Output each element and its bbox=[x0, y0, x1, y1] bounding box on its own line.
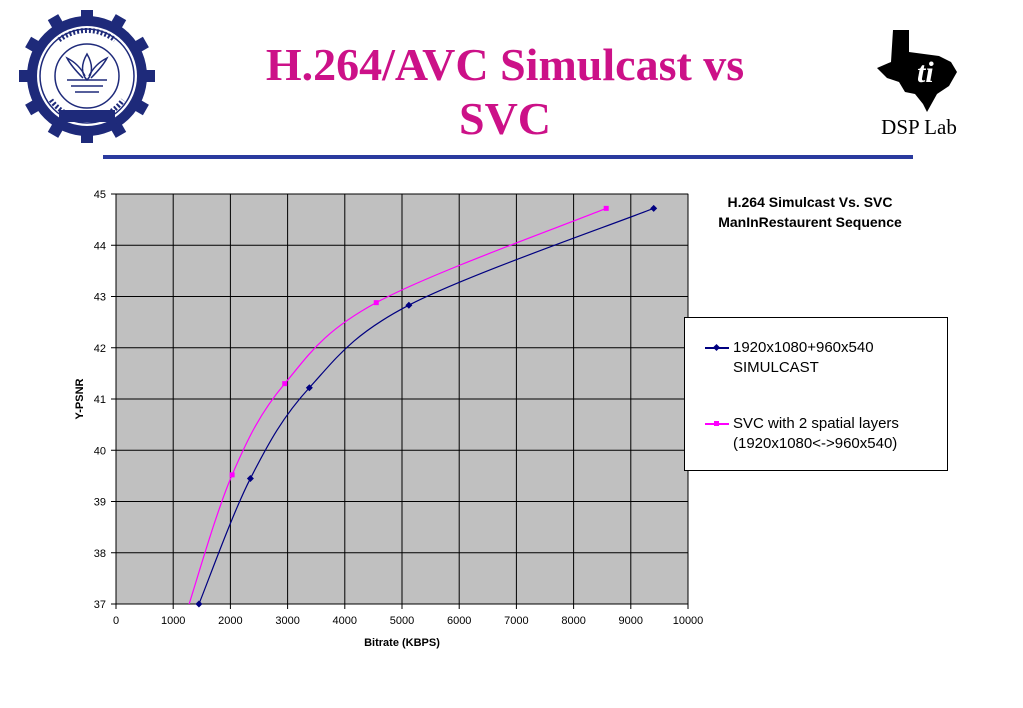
legend-label-simulcast-line1: 1920x1080+960x540 bbox=[733, 339, 874, 356]
slide-title-line1: H.264/AVC Simulcast vs bbox=[265, 39, 745, 90]
legend-item-svc: SVC with 2 spatial layers (1920x1080<->9… bbox=[705, 414, 933, 454]
data-point-svc bbox=[603, 205, 609, 211]
x-tick-label: 4000 bbox=[333, 615, 357, 627]
svg-text:ti: ti bbox=[917, 56, 934, 89]
lotus-icon bbox=[65, 52, 109, 93]
data-point-svc bbox=[229, 472, 235, 478]
x-tick-label: 8000 bbox=[561, 615, 585, 627]
slide-title-line2: SVC bbox=[458, 93, 552, 144]
legend-label-svc-line2: (1920x1080<->960x540) bbox=[733, 435, 898, 452]
dsp-lab-label: DSP Lab bbox=[881, 115, 957, 139]
y-tick-label: 37 bbox=[94, 599, 106, 611]
x-tick-label: 5000 bbox=[390, 615, 414, 627]
y-tick-label: 42 bbox=[94, 343, 106, 355]
x-tick-label: 7000 bbox=[504, 615, 528, 627]
chart-title: H.264 Simulcast Vs. SVC ManInRestaurent … bbox=[690, 192, 930, 232]
y-axis-label: Y-PSNR bbox=[74, 378, 86, 419]
chart-title-line1: H.264 Simulcast Vs. SVC bbox=[727, 194, 893, 210]
title-divider bbox=[103, 155, 913, 159]
legend-label-simulcast-line2: SIMULCAST bbox=[733, 359, 819, 376]
square-marker-icon bbox=[714, 421, 719, 426]
data-point-simulcast bbox=[405, 301, 413, 309]
y-tick-label: 44 bbox=[94, 240, 106, 252]
y-tick-label: 40 bbox=[94, 445, 106, 457]
data-point-simulcast bbox=[195, 600, 203, 608]
y-tick-label: 39 bbox=[94, 497, 106, 509]
y-tick-label: 45 bbox=[94, 189, 106, 201]
data-point-simulcast bbox=[246, 474, 254, 482]
chart-title-line2: ManInRestaurent Sequence bbox=[718, 214, 902, 230]
series-line-simulcast bbox=[198, 207, 654, 604]
data-point-simulcast bbox=[305, 384, 313, 392]
data-point-svc bbox=[282, 381, 288, 387]
slide-title: H.264/AVC Simulcast vs SVC bbox=[210, 38, 800, 146]
y-tick-label: 43 bbox=[94, 292, 106, 304]
x-tick-label: 2000 bbox=[218, 615, 242, 627]
legend-label-svc-line1: SVC with 2 spatial layers bbox=[733, 415, 899, 432]
diamond-marker-icon bbox=[712, 343, 721, 352]
y-tick-label: 38 bbox=[94, 548, 106, 560]
texas-shape-icon bbox=[877, 30, 957, 112]
data-point-svc bbox=[373, 300, 379, 306]
x-tick-label: 0 bbox=[113, 615, 119, 627]
ti-dsp-lab-logo: ti DSP Lab bbox=[877, 30, 957, 139]
x-axis-label: Bitrate (KBPS) bbox=[364, 637, 440, 649]
legend-item-simulcast: 1920x1080+960x540 SIMULCAST bbox=[705, 338, 933, 378]
x-tick-label: 1000 bbox=[161, 615, 185, 627]
chart-legend: 1920x1080+960x540 SIMULCAST SVC with 2 s… bbox=[684, 317, 948, 471]
gear-teeth bbox=[19, 10, 155, 143]
x-tick-label: 6000 bbox=[447, 615, 471, 627]
data-point-simulcast bbox=[650, 204, 658, 212]
x-tick-label: 3000 bbox=[275, 615, 299, 627]
y-tick-label: 41 bbox=[94, 394, 106, 406]
x-tick-label: 9000 bbox=[619, 615, 643, 627]
x-tick-label: 10000 bbox=[673, 615, 704, 627]
iit-bombay-logo bbox=[19, 10, 155, 143]
series-line-svc bbox=[188, 207, 607, 604]
